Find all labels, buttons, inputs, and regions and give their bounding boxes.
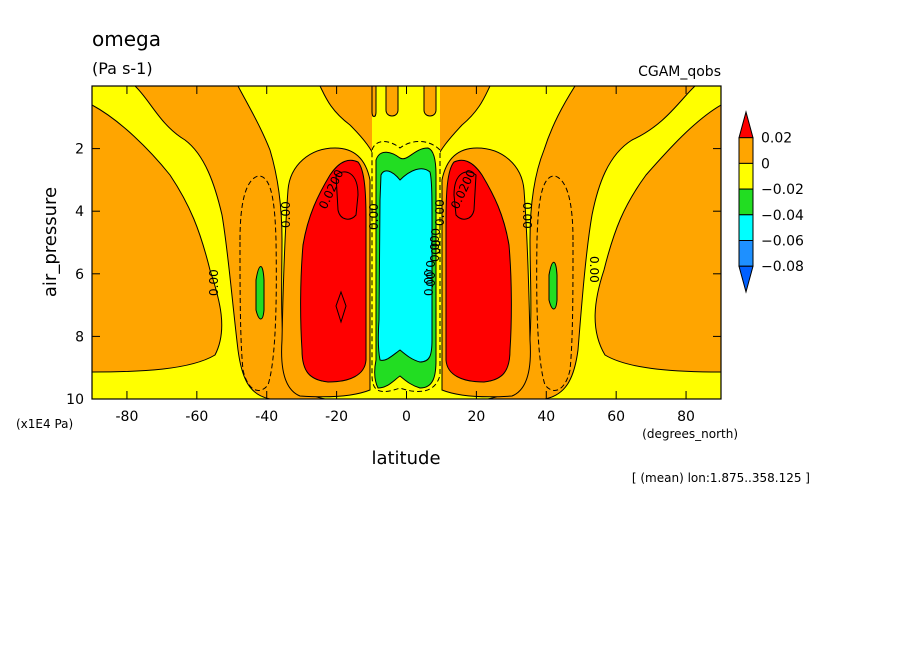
contour-label: 0.00 bbox=[207, 269, 221, 296]
y-axis-units: (x1E4 Pa) bbox=[16, 417, 73, 431]
orange-lobe-top-mid bbox=[385, 86, 399, 117]
x-tick-label: 60 bbox=[607, 409, 625, 425]
chart-units: (Pa s-1) bbox=[92, 59, 153, 78]
dashed-contour-equator bbox=[371, 141, 441, 392]
x-tick-label: -40 bbox=[255, 409, 278, 425]
green-sliver-right bbox=[548, 261, 558, 310]
x-axis: -80 -60 -40 -20 0 20 40 60 80 bbox=[116, 86, 695, 425]
colorbar-min-triangle bbox=[738, 265, 754, 294]
x-tick-label: -60 bbox=[185, 409, 208, 425]
y-axis-title: air_pressure bbox=[40, 187, 61, 297]
y-tick-label: 2 bbox=[75, 142, 84, 158]
contour-label: 0.00 bbox=[428, 235, 442, 262]
colorbar-swatch bbox=[738, 240, 754, 267]
x-tick-label: 20 bbox=[467, 409, 485, 425]
colorbar-label: −0.04 bbox=[761, 208, 804, 224]
y-tick-label: 8 bbox=[75, 329, 84, 345]
red-core-left-upper bbox=[335, 171, 359, 220]
colorbar-label: −0.06 bbox=[761, 234, 804, 250]
y-tick-label: 4 bbox=[75, 204, 84, 220]
y-axis: 2 4 6 8 10 bbox=[66, 142, 721, 408]
x-axis-units: (degrees_north) bbox=[642, 427, 738, 441]
x-tick-label: 40 bbox=[537, 409, 555, 425]
contour-label: 0.00 bbox=[422, 269, 436, 296]
dataset-label: CGAM_qobs bbox=[638, 64, 721, 80]
red-core-left-inner bbox=[335, 290, 347, 324]
x-tick-label: -80 bbox=[116, 409, 139, 425]
red-core-left bbox=[300, 159, 367, 383]
x-tick-label: 80 bbox=[677, 409, 695, 425]
red-core-right bbox=[445, 159, 512, 383]
contour-label: 0.00 bbox=[367, 203, 381, 230]
orange-lobe-top-left bbox=[371, 86, 377, 117]
y-tick-label: 6 bbox=[75, 267, 84, 283]
colorbar-max-triangle bbox=[738, 110, 754, 139]
yellow-region-right bbox=[544, 86, 721, 399]
colorbar-label: 0.02 bbox=[761, 131, 792, 147]
contour-field bbox=[92, 86, 721, 399]
y-tick-label: 10 bbox=[66, 392, 84, 408]
colorbar-label: −0.08 bbox=[761, 259, 804, 275]
cyan-region-equator bbox=[377, 168, 433, 363]
colorbar-label: −0.02 bbox=[761, 182, 804, 198]
colorbar-label: 0 bbox=[761, 156, 770, 172]
orange-lobe-top-right bbox=[423, 86, 437, 117]
x-tick-label: 0 bbox=[402, 409, 411, 425]
chart-title: omega bbox=[92, 27, 161, 51]
x-tick-label: -20 bbox=[325, 409, 348, 425]
x-axis-title: latitude bbox=[371, 448, 440, 469]
contour-label: 0.00 bbox=[433, 199, 447, 226]
chart-subtitle: [ (mean) lon:1.875..358.125 ] bbox=[632, 471, 810, 485]
colorbar-swatch bbox=[738, 137, 754, 164]
red-core-right-upper bbox=[453, 171, 477, 220]
contour-label: 0.00 bbox=[587, 256, 601, 283]
contour-label: 0.00 bbox=[428, 228, 442, 255]
colorbar-swatch bbox=[738, 162, 754, 190]
colorbar-swatch bbox=[738, 188, 754, 216]
contour-label: 0.00 bbox=[279, 201, 293, 228]
contour-label: 0.00 bbox=[423, 260, 437, 287]
contour-label: 0.00 bbox=[520, 202, 534, 229]
green-sliver-left bbox=[255, 266, 265, 320]
colorbar: 0.02 0 −0.02 −0.04 −0.06 −0.08 bbox=[738, 110, 804, 294]
colorbar-swatch bbox=[738, 214, 754, 242]
